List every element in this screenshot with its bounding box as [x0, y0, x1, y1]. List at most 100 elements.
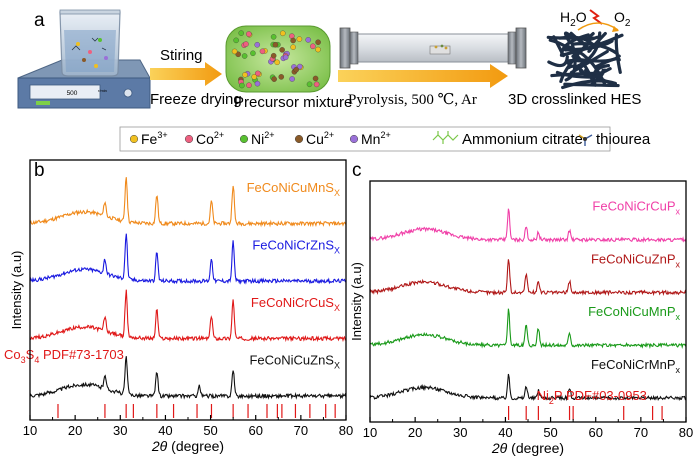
legend-thiourea-label: thiourea	[596, 131, 651, 148]
precursor-particle	[259, 48, 266, 55]
x-tick-label: 50	[203, 423, 217, 438]
x-tick-label: 50	[543, 425, 557, 440]
network-strand	[587, 32, 599, 41]
precursor-particle	[306, 81, 313, 88]
series-label: FeCoNiCrCuPx	[592, 199, 680, 217]
x-tick-label: 80	[339, 423, 353, 438]
legend-ion-icon	[294, 134, 304, 144]
precursor-particle	[274, 59, 280, 66]
precursor-particle	[310, 43, 316, 50]
precursor-particle	[271, 76, 277, 82]
series-label: FeCoNiCuMnSX	[247, 180, 340, 198]
precursor-particle	[296, 36, 303, 42]
svg-text:O2: O2	[614, 9, 631, 29]
o2-main: O	[614, 9, 625, 25]
precursor-particle	[289, 76, 295, 82]
tube-furnace	[339, 27, 527, 69]
precursor-particle	[293, 66, 299, 73]
hotplate-display: 500	[67, 90, 78, 97]
plot-frame	[29, 159, 347, 421]
hotplate-stirrer: 500 r/min	[17, 59, 151, 109]
xrd-series-line	[369, 259, 687, 297]
x-axis-label: 2θ (degree)	[491, 440, 564, 456]
thiourea-icon	[578, 134, 593, 146]
precursor-mixture	[225, 25, 331, 93]
hotplate-unit: r/min	[98, 88, 107, 93]
precursor-particle	[254, 42, 260, 48]
precursor-particle	[241, 53, 248, 59]
precursor-particle	[297, 63, 303, 70]
precursor-particle	[315, 39, 321, 45]
arrow-stiring	[150, 62, 222, 86]
x-tick-label: 10	[23, 423, 37, 438]
arrow-pyrolysis	[338, 64, 508, 88]
x-tick-label: 30	[453, 425, 467, 440]
reference-label: Co3S4 PDF#73-1703	[4, 347, 124, 365]
precursor-particle	[282, 54, 289, 61]
xrd-series-line	[29, 356, 347, 400]
precursor-particle	[251, 74, 257, 80]
xrd-series-line	[29, 177, 347, 228]
series-label: FeCoNiCrMnPx	[591, 357, 681, 375]
x-tick-label: 30	[113, 423, 127, 438]
legend-ion-label: Co2+	[196, 130, 224, 147]
x-tick-label: 40	[158, 423, 172, 438]
series-label: FeCoNiCuZnPx	[591, 251, 681, 269]
xrd-series-line	[369, 373, 687, 402]
precursor-particle	[270, 52, 277, 59]
network-strand	[550, 71, 605, 78]
x-tick-label: 20	[408, 425, 422, 440]
xrd-chart-phosphides: FeCoNiCrCuPx FeCoNiCuZnPx FeCoNiCuMnPx FeCo…	[349, 180, 693, 456]
precursor-particle	[238, 30, 244, 36]
precursor-particle	[278, 74, 285, 80]
precursor-particle	[242, 72, 248, 78]
panel-b-label: b	[34, 160, 45, 181]
h2o-tail: O	[576, 9, 587, 25]
x-tick-label: 40	[498, 425, 512, 440]
x-tick-label: 60	[588, 425, 602, 440]
legend-ion-icon	[349, 134, 359, 144]
svg-text:H2O: H2O	[560, 9, 587, 29]
precursor-particle	[290, 44, 296, 50]
precursor-particle	[233, 37, 239, 44]
series-label: FeCoNiCrCuSX	[251, 295, 340, 313]
xrd-series-line	[369, 208, 687, 244]
panel-a-schematic: a 500 r/min Stiring Freeze drying	[17, 9, 641, 111]
xrd-series-line	[29, 233, 347, 285]
precursor-particle	[280, 30, 286, 37]
precursor-particle	[239, 82, 245, 89]
series-label: FeCoNiCuZnSX	[249, 352, 340, 370]
precursor-particle	[250, 50, 256, 57]
panel-a-label: a	[34, 10, 45, 31]
precursor-particle	[246, 31, 252, 37]
precursor-particle	[305, 37, 311, 43]
precursor-particle	[312, 75, 319, 82]
xrd-chart-sulfides: FeCoNiCuMnSX FeCoNiCrZnSX FeCoNiCrCuSX FeCo…	[4, 159, 353, 454]
legend-ion-icon	[239, 134, 249, 144]
plot-frame	[369, 180, 687, 423]
x-tick-label: 80	[679, 425, 693, 440]
network-strand	[573, 31, 602, 70]
legend-ion-label: Fe3+	[141, 130, 168, 147]
network-strand	[614, 33, 622, 74]
x-tick-label: 60	[248, 423, 262, 438]
lightning-icon	[589, 9, 603, 25]
precursor-particle	[272, 41, 279, 48]
legend-ammonium-label: Ammonium citrate	[462, 131, 583, 148]
reference-label: Ni2P PDF#03-0953	[537, 388, 647, 406]
precursor-particle	[231, 48, 238, 55]
precursor-particle	[246, 82, 252, 88]
beaker	[59, 9, 121, 77]
h2o-main: H	[560, 9, 570, 25]
series-label: FeCoNiCrZnSX	[252, 237, 340, 255]
ammonium-citrate-icon	[432, 131, 459, 144]
x-tick-label: 70	[294, 423, 308, 438]
x-tick-label: 20	[68, 423, 82, 438]
network-strand	[563, 31, 573, 44]
o2-sub: 2	[625, 18, 631, 29]
series-label: FeCoNiCuMnPx	[588, 304, 680, 322]
precursor-particle	[315, 46, 321, 53]
product-label: 3D crosslinked HES	[508, 91, 641, 108]
precursor-particle	[243, 41, 249, 47]
network-strand	[547, 55, 569, 68]
